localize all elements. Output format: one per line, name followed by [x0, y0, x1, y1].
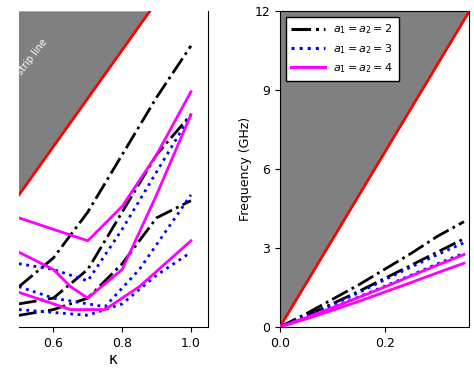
- Polygon shape: [280, 11, 469, 327]
- Polygon shape: [19, 11, 150, 195]
- Legend: $a_1 = a_2 = 2$, $a_1 = a_2 = 3$, $a_1 = a_2 = 4$: $a_1 = a_2 = 2$, $a_1 = a_2 = 3$, $a_1 =…: [286, 17, 399, 81]
- X-axis label: κ: κ: [109, 352, 118, 367]
- Text: strip line: strip line: [16, 37, 50, 77]
- Text: Double-sided: Double-sided: [401, 152, 442, 213]
- Y-axis label: Frequency (GHz): Frequency (GHz): [239, 117, 252, 221]
